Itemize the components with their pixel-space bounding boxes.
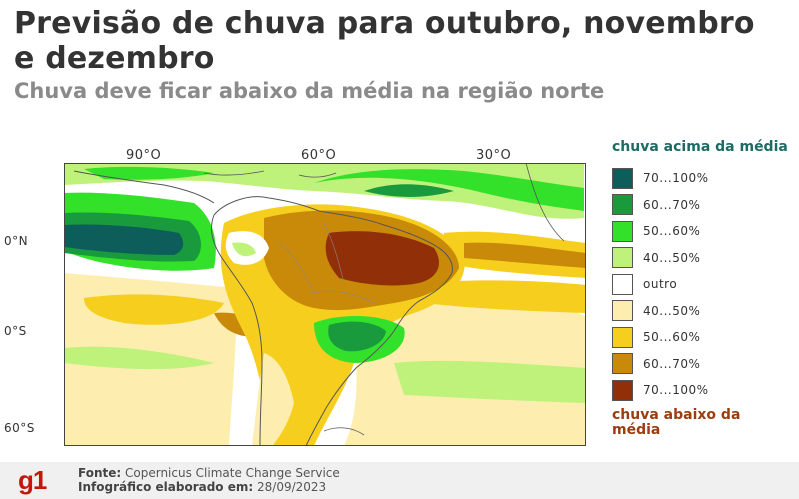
source-value: Copernicus Climate Change Service — [125, 466, 340, 480]
precipitation-anomaly-map — [64, 163, 586, 446]
longitude-label-90w: 90°O — [126, 148, 162, 163]
legend-item: 70...100% — [612, 377, 792, 404]
legend-label: 60...70% — [643, 356, 701, 371]
legend-item: outro — [612, 271, 792, 298]
map-legend: chuva acima da média 70...100% 60...70% 50… — [612, 140, 792, 438]
legend-label: 50...60% — [643, 224, 701, 239]
legend-swatch — [612, 379, 633, 401]
legend-label: 50...60% — [643, 330, 701, 345]
legend-label: 40...50% — [643, 303, 701, 318]
legend-swatch — [612, 326, 633, 348]
latitude-label-0n: 0°N — [4, 234, 29, 248]
legend-swatch — [612, 194, 633, 216]
legend-item: 40...50% — [612, 298, 792, 325]
page-subtitle: Chuva deve ficar abaixo da média na regi… — [14, 79, 605, 103]
legend-heading-above: chuva acima da média — [612, 139, 788, 155]
legend-list: 70...100% 60...70% 50...60% 40...50% outro 40… — [612, 165, 792, 404]
longitude-label-60w: 60°O — [301, 148, 337, 163]
longitude-label-30w: 30°O — [476, 148, 512, 163]
legend-label: 40...50% — [643, 250, 701, 265]
footer: g1 Fonte: Copernicus Climate Change Serv… — [0, 462, 799, 499]
legend-swatch — [612, 300, 633, 322]
legend-swatch — [612, 167, 633, 189]
footer-credits: Fonte: Copernicus Climate Change Service… — [78, 466, 340, 494]
legend-heading-below: chuva abaixo da média — [612, 406, 741, 438]
forecast-map-panel: 90°O 60°O 30°O 0°N 0°S 60°S — [0, 148, 600, 448]
legend-item: 60...70% — [612, 192, 792, 219]
legend-label: 70...100% — [643, 171, 709, 186]
legend-item: 60...70% — [612, 351, 792, 378]
legend-item: 40...50% — [612, 245, 792, 272]
latitude-label-0s: 0°S — [4, 324, 27, 338]
legend-swatch — [612, 353, 633, 375]
source-label: Fonte: — [78, 466, 122, 480]
legend-item: 70...100% — [612, 165, 792, 192]
legend-item: 50...60% — [612, 218, 792, 245]
credit-label: Infográfico elaborado em: — [78, 480, 254, 494]
latitude-label-60s: 60°S — [4, 421, 35, 435]
legend-label: outro — [643, 277, 678, 292]
legend-item: 50...60% — [612, 324, 792, 351]
page-title: Previsão de chuva para outubro, novembro… — [14, 6, 755, 76]
legend-label: 60...70% — [643, 197, 701, 212]
credit-value: 28/09/2023 — [257, 480, 327, 494]
g1-logo: g1 — [18, 465, 47, 495]
legend-swatch — [612, 220, 633, 242]
legend-label: 70...100% — [643, 383, 709, 398]
legend-swatch — [612, 247, 633, 269]
legend-swatch — [612, 273, 633, 295]
